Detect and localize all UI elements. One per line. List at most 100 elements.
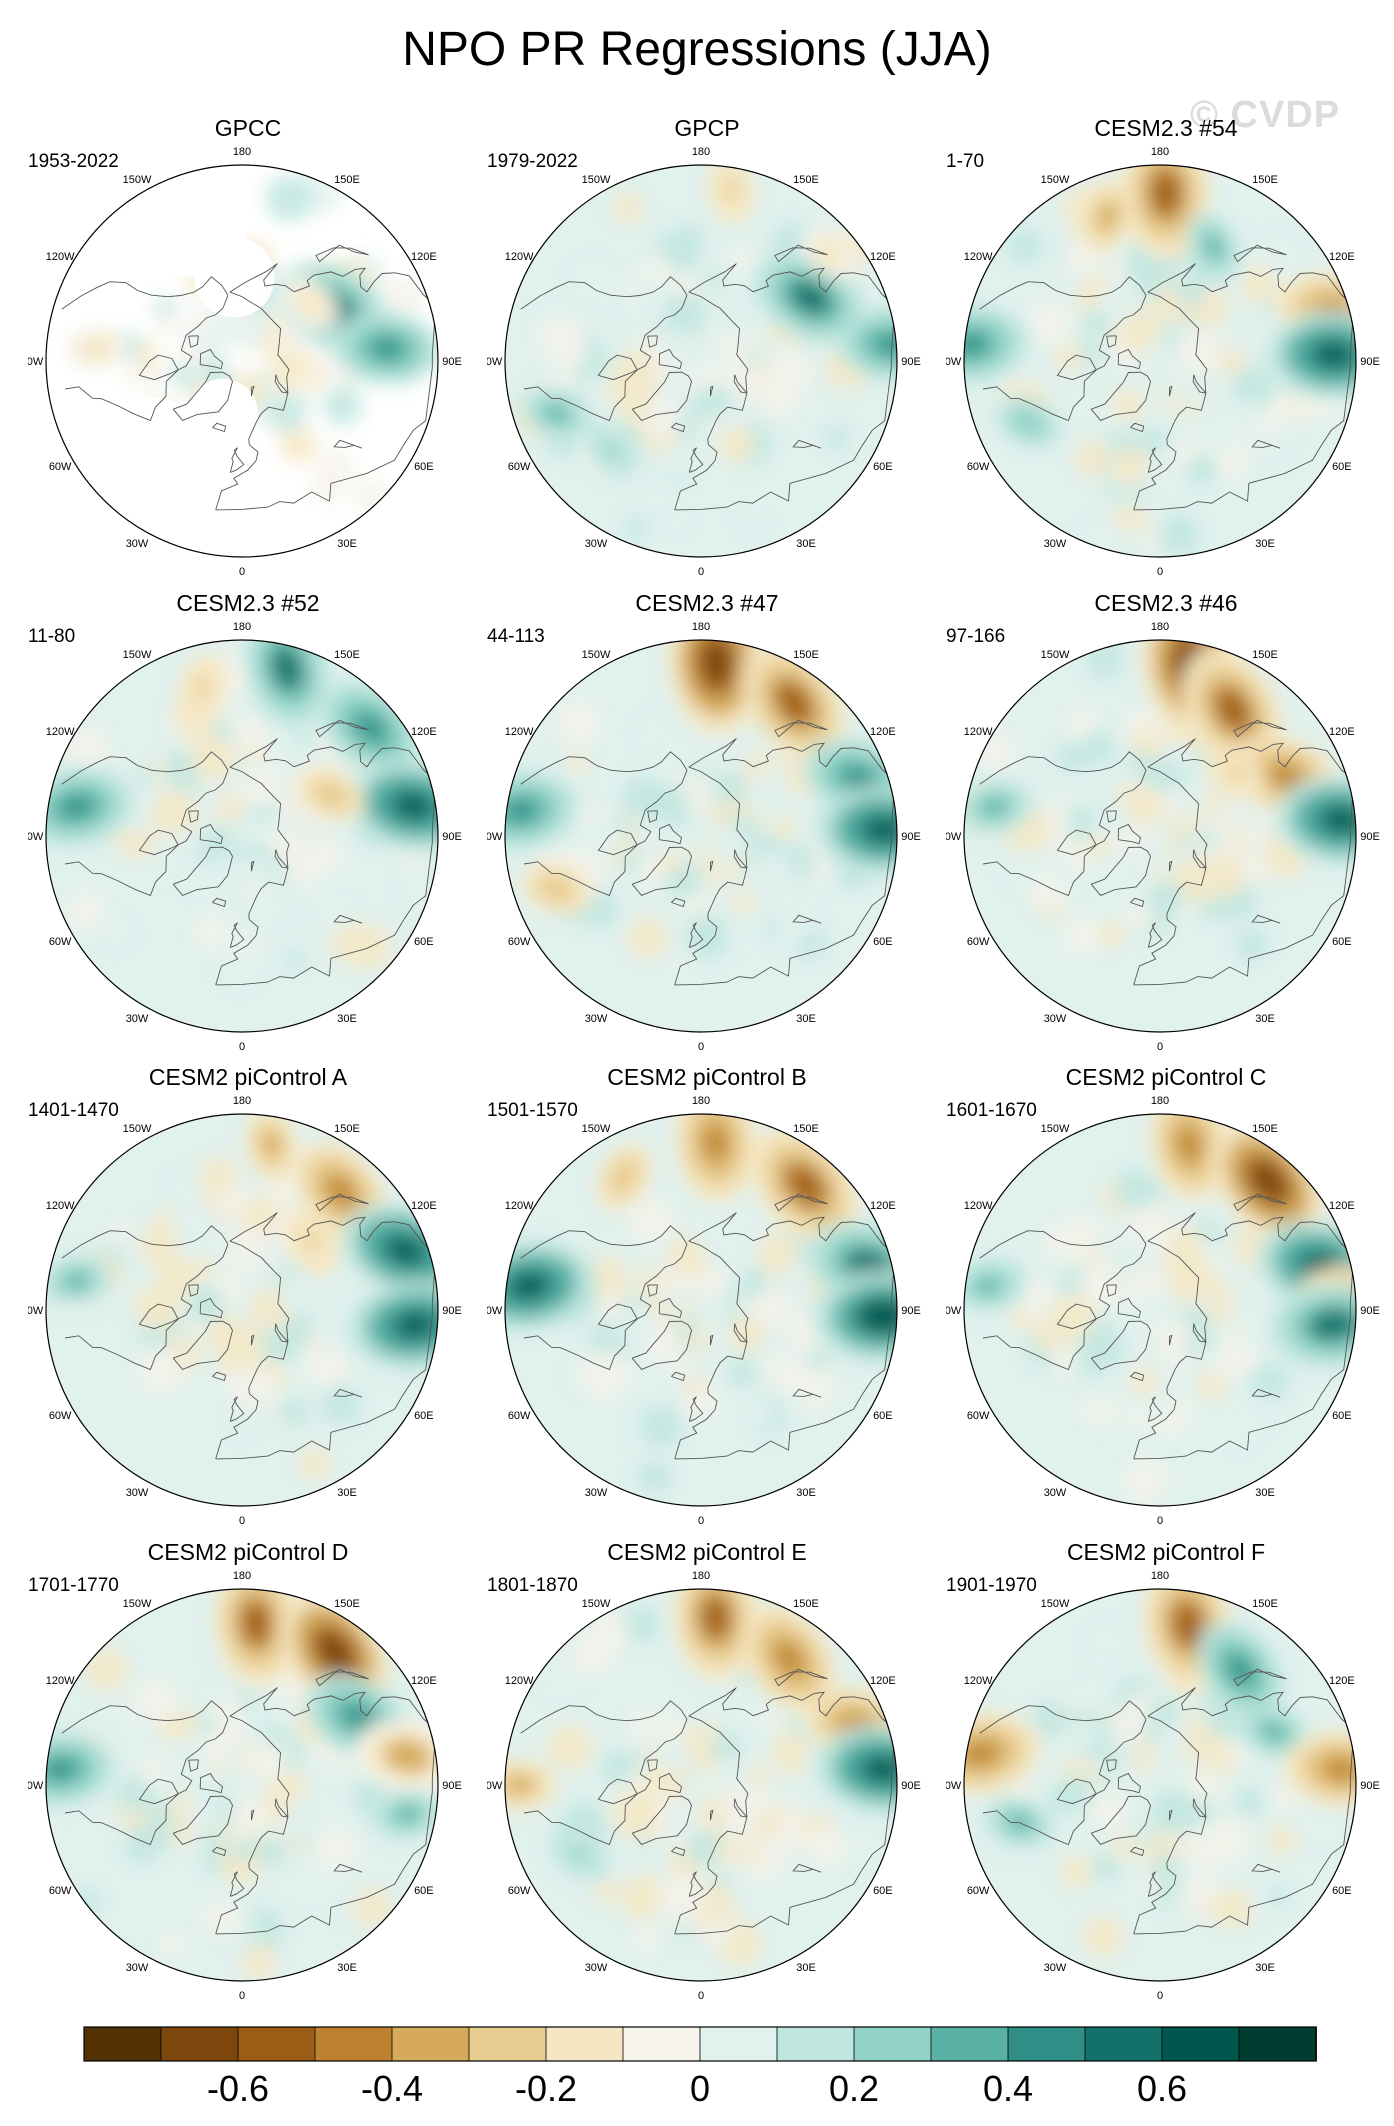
- map-panel: 180 150E 120E 90E 60E 30E 0 30W 60W 90W 120W 150W CE…: [946, 590, 1386, 1050]
- coastline: [979, 751, 1147, 785]
- pr-anomaly: [544, 880, 568, 898]
- coastline: [1133, 1687, 1355, 1935]
- pr-cell: [1003, 852, 1043, 892]
- coastline: [199, 1772, 224, 1794]
- longitude-label: 60W: [49, 1885, 72, 1897]
- pr-cell: [1141, 1878, 1162, 1899]
- longitude-label: 90E: [1360, 831, 1380, 843]
- ocean-mask: [194, 237, 275, 318]
- polar-map: 180 150E 120E 90E 60E 30E 0 30W 60W 90W 120W 150W: [28, 621, 462, 1050]
- coastline: [172, 1320, 233, 1370]
- pr-anomaly: [777, 1645, 802, 1673]
- longitude-label: 150E: [1252, 1598, 1278, 1610]
- longitude-label: 30W: [126, 538, 149, 550]
- longitude-label: 120W: [505, 251, 534, 263]
- coastline: [671, 422, 686, 433]
- pr-anomaly: [602, 441, 621, 460]
- pr-cell: [638, 1404, 683, 1448]
- pr-cell: [313, 1313, 351, 1351]
- pr-anomaly: [853, 1254, 885, 1276]
- pr-cell: [1154, 1316, 1192, 1354]
- pr-cell: [747, 770, 795, 818]
- coastline: [1130, 1371, 1145, 1382]
- coastline: [658, 1772, 683, 1794]
- pr-anomaly: [329, 1179, 353, 1205]
- pr-cell: [1129, 1367, 1158, 1396]
- longitude-label: 90E: [442, 1305, 462, 1317]
- pr-cell: [65, 890, 107, 931]
- colorbar-swatch: [545, 2026, 624, 2062]
- longitude-label: 150W: [123, 1598, 152, 1610]
- longitude-label: 30E: [796, 538, 816, 550]
- pr-cell: [121, 359, 149, 388]
- panel-period: 1801-1870: [487, 1575, 578, 1596]
- coastline: [1130, 422, 1145, 433]
- map-panel: 180 150E 120E 90E 60E 30E 0 30W 60W 90W 120W 150W CE…: [28, 1064, 468, 1524]
- coastline: [1106, 335, 1117, 348]
- pr-anomaly: [796, 286, 825, 310]
- longitude-label: 90W: [487, 831, 503, 843]
- pr-cell: [1149, 1696, 1180, 1727]
- pr-anomaly: [820, 244, 839, 262]
- pr-anomaly: [358, 716, 384, 740]
- coastline: [520, 276, 688, 310]
- pr-cell: [581, 891, 619, 929]
- pr-anomaly: [1273, 766, 1301, 788]
- longitude-label: 90W: [487, 1780, 503, 1792]
- longitude-label: 60E: [873, 461, 893, 473]
- longitude-label: 90E: [901, 356, 921, 368]
- pr-cell: [738, 1844, 760, 1865]
- pr-cell: [1126, 788, 1165, 827]
- coastline: [1133, 1212, 1355, 1460]
- coastline: [1147, 922, 1163, 948]
- coastline: [274, 374, 289, 394]
- pr-cell: [1086, 641, 1124, 679]
- pr-cell: [1074, 439, 1113, 478]
- pr-cell: [1081, 1394, 1117, 1429]
- longitude-label: 150W: [123, 649, 152, 661]
- longitude-label: 180: [233, 146, 251, 158]
- pr-cell: [309, 888, 354, 933]
- pr-cell: [727, 1357, 758, 1388]
- pr-cell: [1047, 1218, 1092, 1263]
- map-boundary: [504, 1588, 898, 1982]
- colorbar-swatch: [622, 2026, 701, 2062]
- map-panel: 180 150E 120E 90E 60E 30E 0 30W 60W 90W 120W 150W GP…: [28, 115, 468, 575]
- coastline: [61, 1225, 229, 1259]
- pr-cell: [1111, 1834, 1137, 1860]
- longitude-label: 30E: [337, 1013, 357, 1025]
- pr-cell: [715, 1756, 751, 1792]
- coastline: [688, 447, 704, 473]
- pr-anomaly: [194, 676, 210, 699]
- longitude-label: 90E: [442, 356, 462, 368]
- coastline: [212, 897, 227, 908]
- pr-cell: [626, 295, 664, 333]
- colorbar-tick-label: 0.4: [983, 2068, 1033, 2109]
- pr-cell: [212, 319, 235, 342]
- coastline: [688, 1871, 704, 1897]
- longitude-label: 0: [239, 566, 245, 575]
- coastline: [523, 770, 688, 897]
- coastline: [631, 1795, 692, 1845]
- pr-cell: [1087, 1621, 1125, 1659]
- pr-anomaly: [64, 1272, 89, 1289]
- longitude-label: 120E: [870, 1200, 896, 1212]
- longitude-label: 180: [692, 146, 710, 158]
- pr-anomaly: [570, 1846, 590, 1864]
- pr-cell: [1082, 310, 1110, 338]
- pr-anomaly: [981, 798, 1008, 816]
- coastline: [215, 1687, 437, 1935]
- coastline: [1168, 385, 1173, 397]
- pr-cell: [1109, 1711, 1145, 1747]
- pr-cell: [1031, 1701, 1068, 1739]
- pr-cell: [232, 1838, 256, 1862]
- pr-anomaly: [1154, 176, 1177, 210]
- pr-cell: [748, 1764, 772, 1787]
- colorbar-swatch: [776, 2026, 855, 2062]
- pr-anomaly: [506, 1776, 532, 1794]
- coastline: [274, 1798, 289, 1818]
- pr-cell: [767, 1712, 790, 1734]
- pr-cell: [707, 386, 733, 411]
- map-boundary: [963, 1113, 1357, 1507]
- longitude-label: 30E: [1255, 1962, 1275, 1974]
